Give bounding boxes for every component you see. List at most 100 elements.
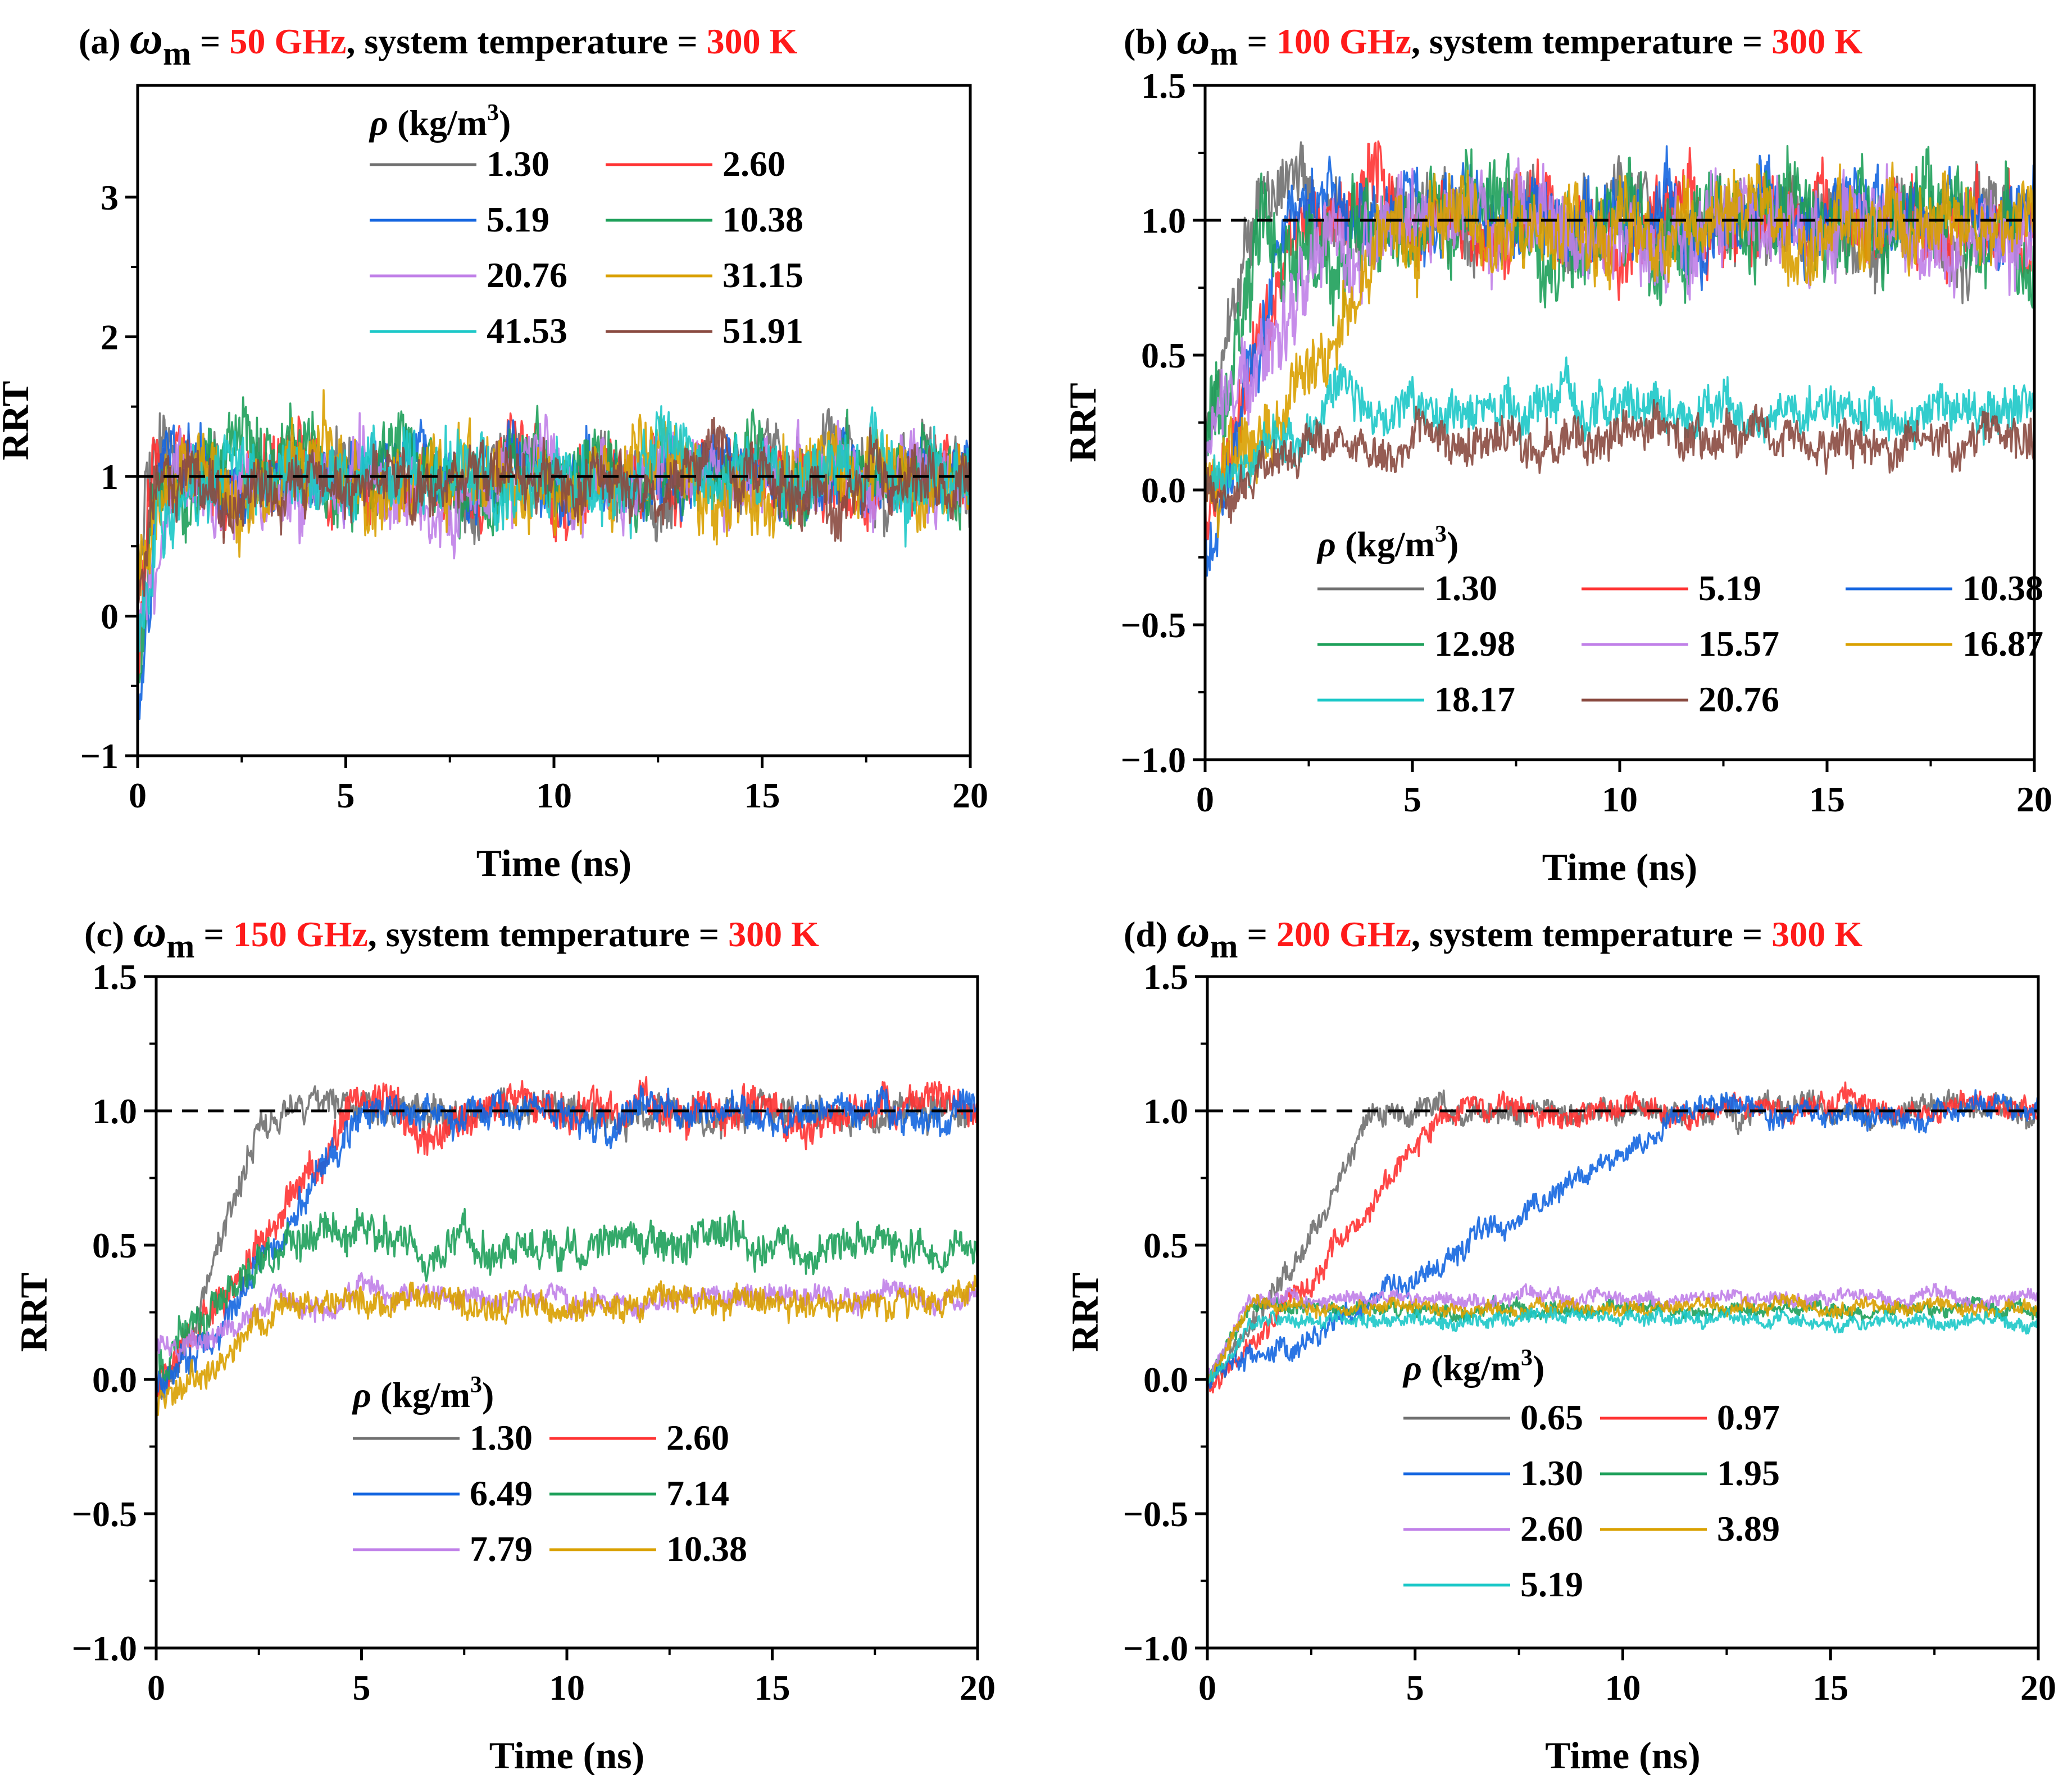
title-part: 300 K [1771,21,1862,61]
series-line-51.91 [138,417,970,604]
series-group [138,389,970,720]
legend: ρ (kg/m3) 0.65 0.97 1.30 1.95 2.60 3.89 5.19 [1402,1345,1780,1604]
y-tick-label: 2 [101,317,119,357]
legend-title: ρ (kg/m3) [1316,521,1458,564]
title-part: m [1210,35,1238,72]
legend-title-part: 3 [1521,1345,1533,1371]
legend-label-12.98: 12.98 [1434,624,1515,664]
y-tick-label: 1.0 [1141,201,1186,240]
legend-title-part: (kg/m [1336,524,1435,564]
legend-label-31.15: 31.15 [723,255,803,295]
y-tick-label: 1.5 [1143,957,1188,997]
y-tick-label: −1.0 [72,1628,137,1668]
panel-title: (c) ωm = 150 GHz, system temperature = 3… [84,905,819,965]
title-part: (d) [1124,914,1176,954]
legend-title: ρ (kg/m3) [352,1372,494,1415]
legend-title-part: ) [1533,1348,1544,1388]
title-part: ω [130,12,163,63]
x-tick-label: 10 [1605,1668,1641,1708]
x-tick-label: 10 [549,1668,585,1708]
title-part: , system temperature = [346,21,706,61]
title-part: 100 GHz [1276,21,1411,61]
x-tick-label: 5 [353,1668,371,1708]
x-axis-label: Time (ns) [1545,1734,1700,1775]
x-tick-label: 0 [1198,1668,1216,1708]
series-group [1205,140,2034,577]
title-part: = [1238,914,1276,954]
x-tick-label: 0 [147,1668,165,1708]
title-part: (a) [79,21,130,61]
legend: ρ (kg/m3)1.30 2.60 6.49 7.14 7.79 10.38 [352,1372,747,1569]
y-axis-label: RRT [12,1273,55,1352]
series-line-1.30 [1207,1089,2038,1389]
legend-label-3.89: 3.89 [1717,1509,1780,1549]
legend-label-2.60: 2.60 [666,1418,729,1458]
title-part: (b) [1124,21,1176,61]
y-tick-label: −0.5 [72,1494,137,1534]
y-tick-label: 0.5 [1141,335,1186,375]
legend-title-part: ρ [352,1375,371,1415]
title-part: 300 K [1771,914,1862,954]
title-part: , system temperature = [1411,21,1771,61]
title-part: (c) [84,914,133,954]
title-part: m [1210,928,1238,965]
legend-title-part: ρ [369,103,388,143]
panel-d: 0 5 10 15 20 −1.0 −0.5 0.0 0.5 1.0 1.5 Time (ns) RRT… [1064,905,2056,1775]
title-part: 300 K [707,21,798,61]
legend-label-5.19: 5.19 [487,199,549,239]
y-tick-label: −1.0 [1123,1628,1188,1668]
y-tick-label: 3 [101,178,119,217]
x-tick-label: 5 [1406,1668,1424,1708]
title-part: = [1238,21,1276,61]
y-axis-label: RRT [1061,383,1104,462]
y-tick-label: −1 [80,736,119,776]
series-line-20.76 [1205,399,2034,524]
legend-title-part: (kg/m [371,1375,470,1415]
series-line-3.89 [1207,1293,2038,1382]
x-tick-label: 20 [960,1668,996,1708]
y-axis-label: RRT [1064,1273,1106,1352]
y-tick-label: 0 [101,596,119,636]
y-tick-label: 0.5 [1143,1225,1188,1265]
panel-b: 0 5 10 15 20 −1.0 −0.5 0.0 0.5 1.0 1.5 Time (ns) RRT… [1061,12,2052,888]
legend: ρ (kg/m3)1.30 5.19 10.38 12.98 15.57 16.87 18.… [1316,521,2043,719]
x-tick-label: 10 [536,775,572,815]
series-line-10.38 [156,1274,978,1417]
title-part: ω [1176,905,1210,956]
legend-label-5.19: 5.19 [1698,568,1761,608]
series-line-16.87 [1205,161,2034,538]
y-tick-label: −1.0 [1121,740,1186,780]
legend-label-1.95: 1.95 [1717,1453,1780,1493]
legend-title-part: 3 [487,100,499,126]
title-part: = [191,21,229,61]
legend-title-part: ρ [1402,1348,1422,1388]
panel-title: (a) ωm = 50 GHz, system temperature = 30… [79,12,798,72]
panel-title: (b) ωm = 100 GHz, system temperature = 3… [1124,12,1862,72]
panel-c: 0 5 10 15 20 −1.0 −0.5 0.0 0.5 1.0 1.5 Time (ns) RRT… [12,905,996,1775]
y-tick-label: 1.5 [92,957,137,997]
title-part: m [166,928,194,965]
y-tick-label: 1 [101,457,119,497]
y-tick-label: 0.0 [92,1360,137,1400]
series-line-41.53 [138,405,970,652]
series-group [1207,1081,2038,1393]
legend-label-51.91: 51.91 [723,311,803,351]
legend-title-part: ) [1447,524,1458,564]
legend-label-1.30: 1.30 [470,1418,533,1458]
title-part: 200 GHz [1276,914,1411,954]
legend-label-18.17: 18.17 [1434,679,1515,719]
x-tick-label: 15 [1812,1668,1848,1708]
legend-label-10.38: 10.38 [723,199,803,239]
legend-label-10.38: 10.38 [1962,568,2043,608]
legend-label-2.60: 2.60 [1520,1509,1583,1549]
panel-title: (d) ωm = 200 GHz, system temperature = 3… [1124,905,1862,965]
y-axis-label: RRT [0,381,37,460]
legend-title: ρ (kg/m3) [1402,1345,1544,1388]
title-part: , system temperature = [368,914,728,954]
legend-label-20.76: 20.76 [487,255,567,295]
x-tick-label: 15 [744,775,780,815]
legend-label-7.79: 7.79 [470,1529,533,1569]
legend-title-part: ρ [1316,524,1336,564]
